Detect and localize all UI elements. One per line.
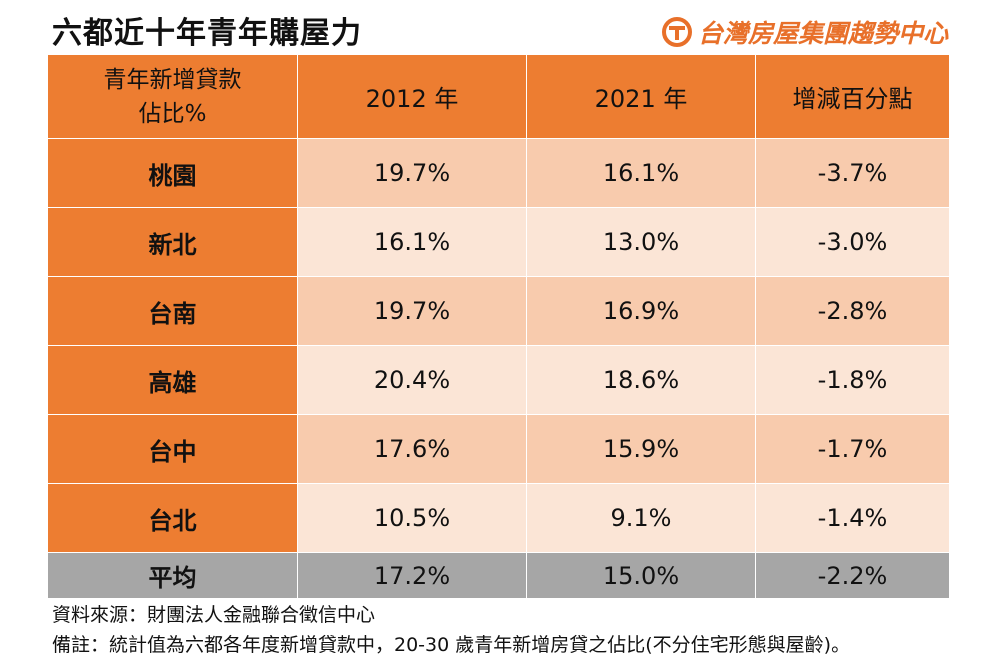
- value-2012: 10.5%: [297, 483, 527, 553]
- table-row: 新北 16.1% 13.0% -3.0%: [47, 207, 950, 277]
- value-2021: 9.1%: [526, 483, 756, 553]
- brand-name: 台灣房屋集團趨勢中心: [697, 19, 948, 48]
- average-2021: 15.0%: [526, 552, 756, 599]
- value-change: -2.8%: [755, 276, 950, 346]
- source-note: 資料來源：財團法人金融聯合徵信中心: [52, 604, 376, 626]
- header-row: 青年新增貸款 佔比% 2012 年 2021 年 增減百分點: [47, 54, 950, 139]
- brand: 台灣房屋集團趨勢中心: [661, 14, 948, 50]
- table-row: 高雄 20.4% 18.6% -1.8%: [47, 345, 950, 415]
- city-label: 台南: [47, 276, 298, 346]
- column-header-2021: 2021 年: [526, 54, 756, 139]
- header-label-line2: 佔比%: [138, 100, 207, 127]
- value-2021: 16.1%: [526, 138, 756, 208]
- footnotes: 資料來源：財團法人金融聯合徵信中心 備註：統計值為六都各年度新增貸款中，20-3…: [52, 600, 850, 660]
- city-label: 台中: [47, 414, 298, 484]
- value-2012: 16.1%: [297, 207, 527, 277]
- value-2021: 18.6%: [526, 345, 756, 415]
- value-2012: 19.7%: [297, 138, 527, 208]
- average-row: 平均 17.2% 15.0% -2.2%: [47, 552, 950, 599]
- brand-logo-icon: [661, 17, 692, 47]
- table-row: 台中 17.6% 15.9% -1.7%: [47, 414, 950, 484]
- value-change: -1.8%: [755, 345, 950, 415]
- average-label: 平均: [47, 552, 298, 599]
- table-row: 台北 10.5% 9.1% -1.4%: [47, 483, 950, 553]
- data-table: 青年新增貸款 佔比% 2012 年 2021 年 增減百分點 桃園 19.7% …: [47, 54, 950, 599]
- average-2012: 17.2%: [297, 552, 527, 599]
- city-label: 新北: [47, 207, 298, 277]
- city-label: 高雄: [47, 345, 298, 415]
- city-label: 台北: [47, 483, 298, 553]
- value-2012: 17.6%: [297, 414, 527, 484]
- value-2021: 15.9%: [526, 414, 756, 484]
- column-header-change: 增減百分點: [755, 54, 950, 139]
- header-label-cell: 青年新增貸款 佔比%: [47, 54, 298, 139]
- table-row: 台南 19.7% 16.9% -2.8%: [47, 276, 950, 346]
- value-change: -3.7%: [755, 138, 950, 208]
- city-label: 桃園: [47, 138, 298, 208]
- table-row: 桃園 19.7% 16.1% -3.7%: [47, 138, 950, 208]
- column-header-2012: 2012 年: [297, 54, 527, 139]
- value-change: -1.4%: [755, 483, 950, 553]
- value-2012: 20.4%: [297, 345, 527, 415]
- value-change: -3.0%: [755, 207, 950, 277]
- value-2021: 13.0%: [526, 207, 756, 277]
- remark-note: 備註：統計值為六都各年度新增貸款中，20-30 歲青年新增房貸之佔比(不分住宅形…: [52, 634, 851, 656]
- average-change: -2.2%: [755, 552, 950, 599]
- value-2021: 16.9%: [526, 276, 756, 346]
- value-2012: 19.7%: [297, 276, 527, 346]
- value-change: -1.7%: [755, 414, 950, 484]
- page-title: 六都近十年青年購屋力: [52, 16, 362, 51]
- header-label-line1: 青年新增貸款: [103, 66, 242, 93]
